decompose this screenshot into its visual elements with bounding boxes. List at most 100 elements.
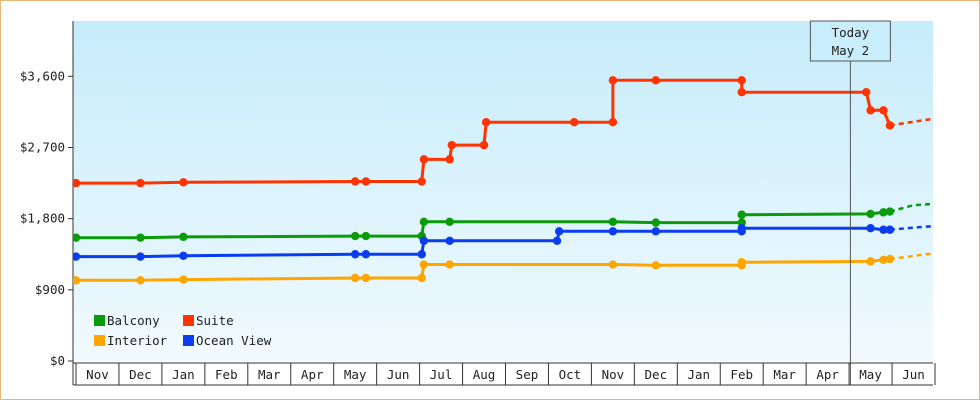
month-label: Nov: [86, 367, 109, 382]
data-point: [879, 208, 888, 217]
data-point: [447, 140, 457, 150]
data-point: [445, 260, 454, 269]
month-label: Feb: [730, 367, 753, 382]
data-point: [866, 223, 875, 233]
data-point: [552, 236, 562, 246]
series-ocean-view: [73, 223, 933, 261]
legend-item: Suite: [183, 313, 234, 328]
data-point: [737, 223, 746, 233]
month-label: Sep: [516, 367, 539, 382]
data-point: [879, 225, 888, 234]
data-point: [866, 106, 875, 115]
y-tick-label: $900: [35, 282, 65, 297]
x-axis: Nov Dec Jan Feb Mar Apr May Jun Jul Aug Sep Oct Nov D…: [73, 362, 936, 386]
data-point: [651, 218, 661, 227]
month-label: Dec: [129, 367, 152, 382]
data-point: [73, 276, 81, 285]
month-label: Aug: [473, 367, 496, 382]
data-point: [136, 233, 145, 242]
data-point: [570, 118, 579, 127]
data-point: [361, 231, 371, 241]
forecast-line: [889, 117, 933, 127]
month-label: Mar: [258, 367, 281, 382]
month-label: May: [859, 367, 882, 382]
data-point: [651, 76, 661, 85]
month-label: May: [344, 367, 367, 382]
data-point: [608, 118, 618, 127]
data-point: [737, 210, 746, 219]
month-label: Oct: [559, 367, 582, 382]
series-layer: [73, 76, 933, 285]
legend-label: Balcony: [107, 313, 160, 328]
data-point: [179, 275, 188, 284]
data-point: [737, 76, 746, 85]
legend-swatch: [94, 315, 105, 326]
data-point: [419, 217, 429, 227]
data-point: [179, 232, 188, 242]
data-point: [136, 252, 145, 261]
data-point: [445, 217, 454, 227]
data-point: [445, 236, 454, 246]
data-point: [479, 140, 489, 150]
data-point: [179, 251, 188, 261]
month-label: Jul: [430, 367, 453, 382]
data-point: [361, 177, 371, 186]
data-point: [608, 217, 618, 227]
month-label: Feb: [215, 367, 238, 382]
month-label: Jun: [902, 367, 925, 382]
data-point: [350, 231, 360, 241]
data-point: [608, 260, 618, 269]
data-point: [73, 178, 81, 188]
data-point: [866, 257, 875, 266]
today-box: [809, 20, 891, 62]
data-point: [866, 209, 875, 219]
data-point: [608, 76, 618, 85]
y-tick-label: $0: [50, 353, 65, 368]
data-point: [419, 260, 429, 269]
month-label: Jan: [687, 367, 710, 382]
data-point: [417, 250, 426, 259]
forecast-line: [889, 252, 933, 261]
data-point: [417, 177, 426, 186]
legend-swatch: [183, 335, 194, 346]
month-label: Nov: [602, 367, 625, 382]
series-interior: [73, 252, 933, 285]
series-balcony: [73, 202, 933, 242]
legend-swatch: [183, 315, 194, 326]
y-axis: $0 $900 $1,800 $2,700 $3,600: [20, 21, 74, 385]
data-point: [879, 106, 888, 115]
data-point: [179, 178, 188, 187]
data-point: [361, 250, 371, 259]
data-point: [350, 250, 360, 259]
data-point: [417, 273, 426, 283]
forecast-line: [889, 225, 933, 231]
legend-label: Interior: [107, 333, 168, 348]
month-label: Dec: [645, 367, 668, 382]
today-marker: Today May 2: [809, 20, 891, 385]
forecast-line: [889, 202, 933, 213]
data-point: [419, 236, 429, 246]
today-label: Today: [832, 25, 870, 40]
legend-label: Suite: [196, 313, 234, 328]
data-point: [136, 276, 145, 285]
legend: Balcony Suite Interior Ocean View: [94, 313, 272, 348]
legend-item: Ocean View: [183, 333, 272, 348]
data-point: [481, 118, 491, 127]
data-point: [73, 233, 81, 242]
month-label: Apr: [816, 367, 839, 382]
data-point: [737, 257, 746, 267]
series-suite: [73, 76, 933, 188]
data-point: [651, 261, 661, 270]
data-point: [73, 252, 81, 261]
legend-label: Ocean View: [196, 333, 272, 348]
data-point: [879, 255, 888, 264]
data-point: [445, 155, 454, 164]
data-point: [737, 87, 746, 97]
data-point: [885, 225, 895, 234]
data-point: [608, 227, 618, 236]
legend-item: Interior: [94, 333, 168, 348]
data-point: [554, 227, 564, 236]
data-point: [350, 273, 360, 283]
